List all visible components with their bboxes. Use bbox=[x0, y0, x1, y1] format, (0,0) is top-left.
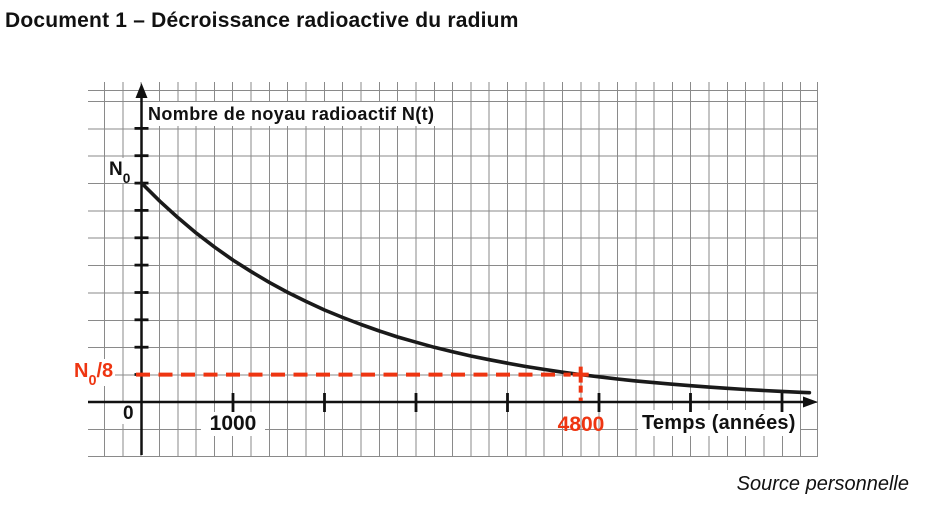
y-axis-arrow bbox=[135, 83, 148, 98]
n08-sub: 0 bbox=[88, 373, 97, 390]
n08-main: N bbox=[74, 360, 89, 382]
grid-vertical-lines bbox=[104, 82, 818, 456]
source-caption: Source personnelle bbox=[736, 473, 909, 495]
n0-main: N bbox=[109, 159, 123, 180]
decay-curve bbox=[139, 181, 812, 395]
document-title: Document 1 – Décroissance radioactive du… bbox=[5, 9, 519, 32]
n0-label: N0 bbox=[106, 158, 134, 186]
origin-label: 0 bbox=[120, 403, 137, 425]
x-axis-arrow bbox=[803, 396, 818, 408]
x-axis-title: Temps (années) bbox=[638, 410, 800, 437]
n08-suffix: /8 bbox=[96, 360, 114, 382]
n0-over-8-label: N0/8 bbox=[72, 359, 116, 390]
y-axis-title: Nombre de noyau radioactif N(t) bbox=[144, 102, 439, 127]
n0-sub: 0 bbox=[122, 170, 131, 186]
x-tick-label-1000: 1000 bbox=[201, 412, 265, 436]
x-annotation-label-4800: 4800 bbox=[557, 413, 605, 436]
annotation-n0-over-8 bbox=[136, 366, 589, 401]
